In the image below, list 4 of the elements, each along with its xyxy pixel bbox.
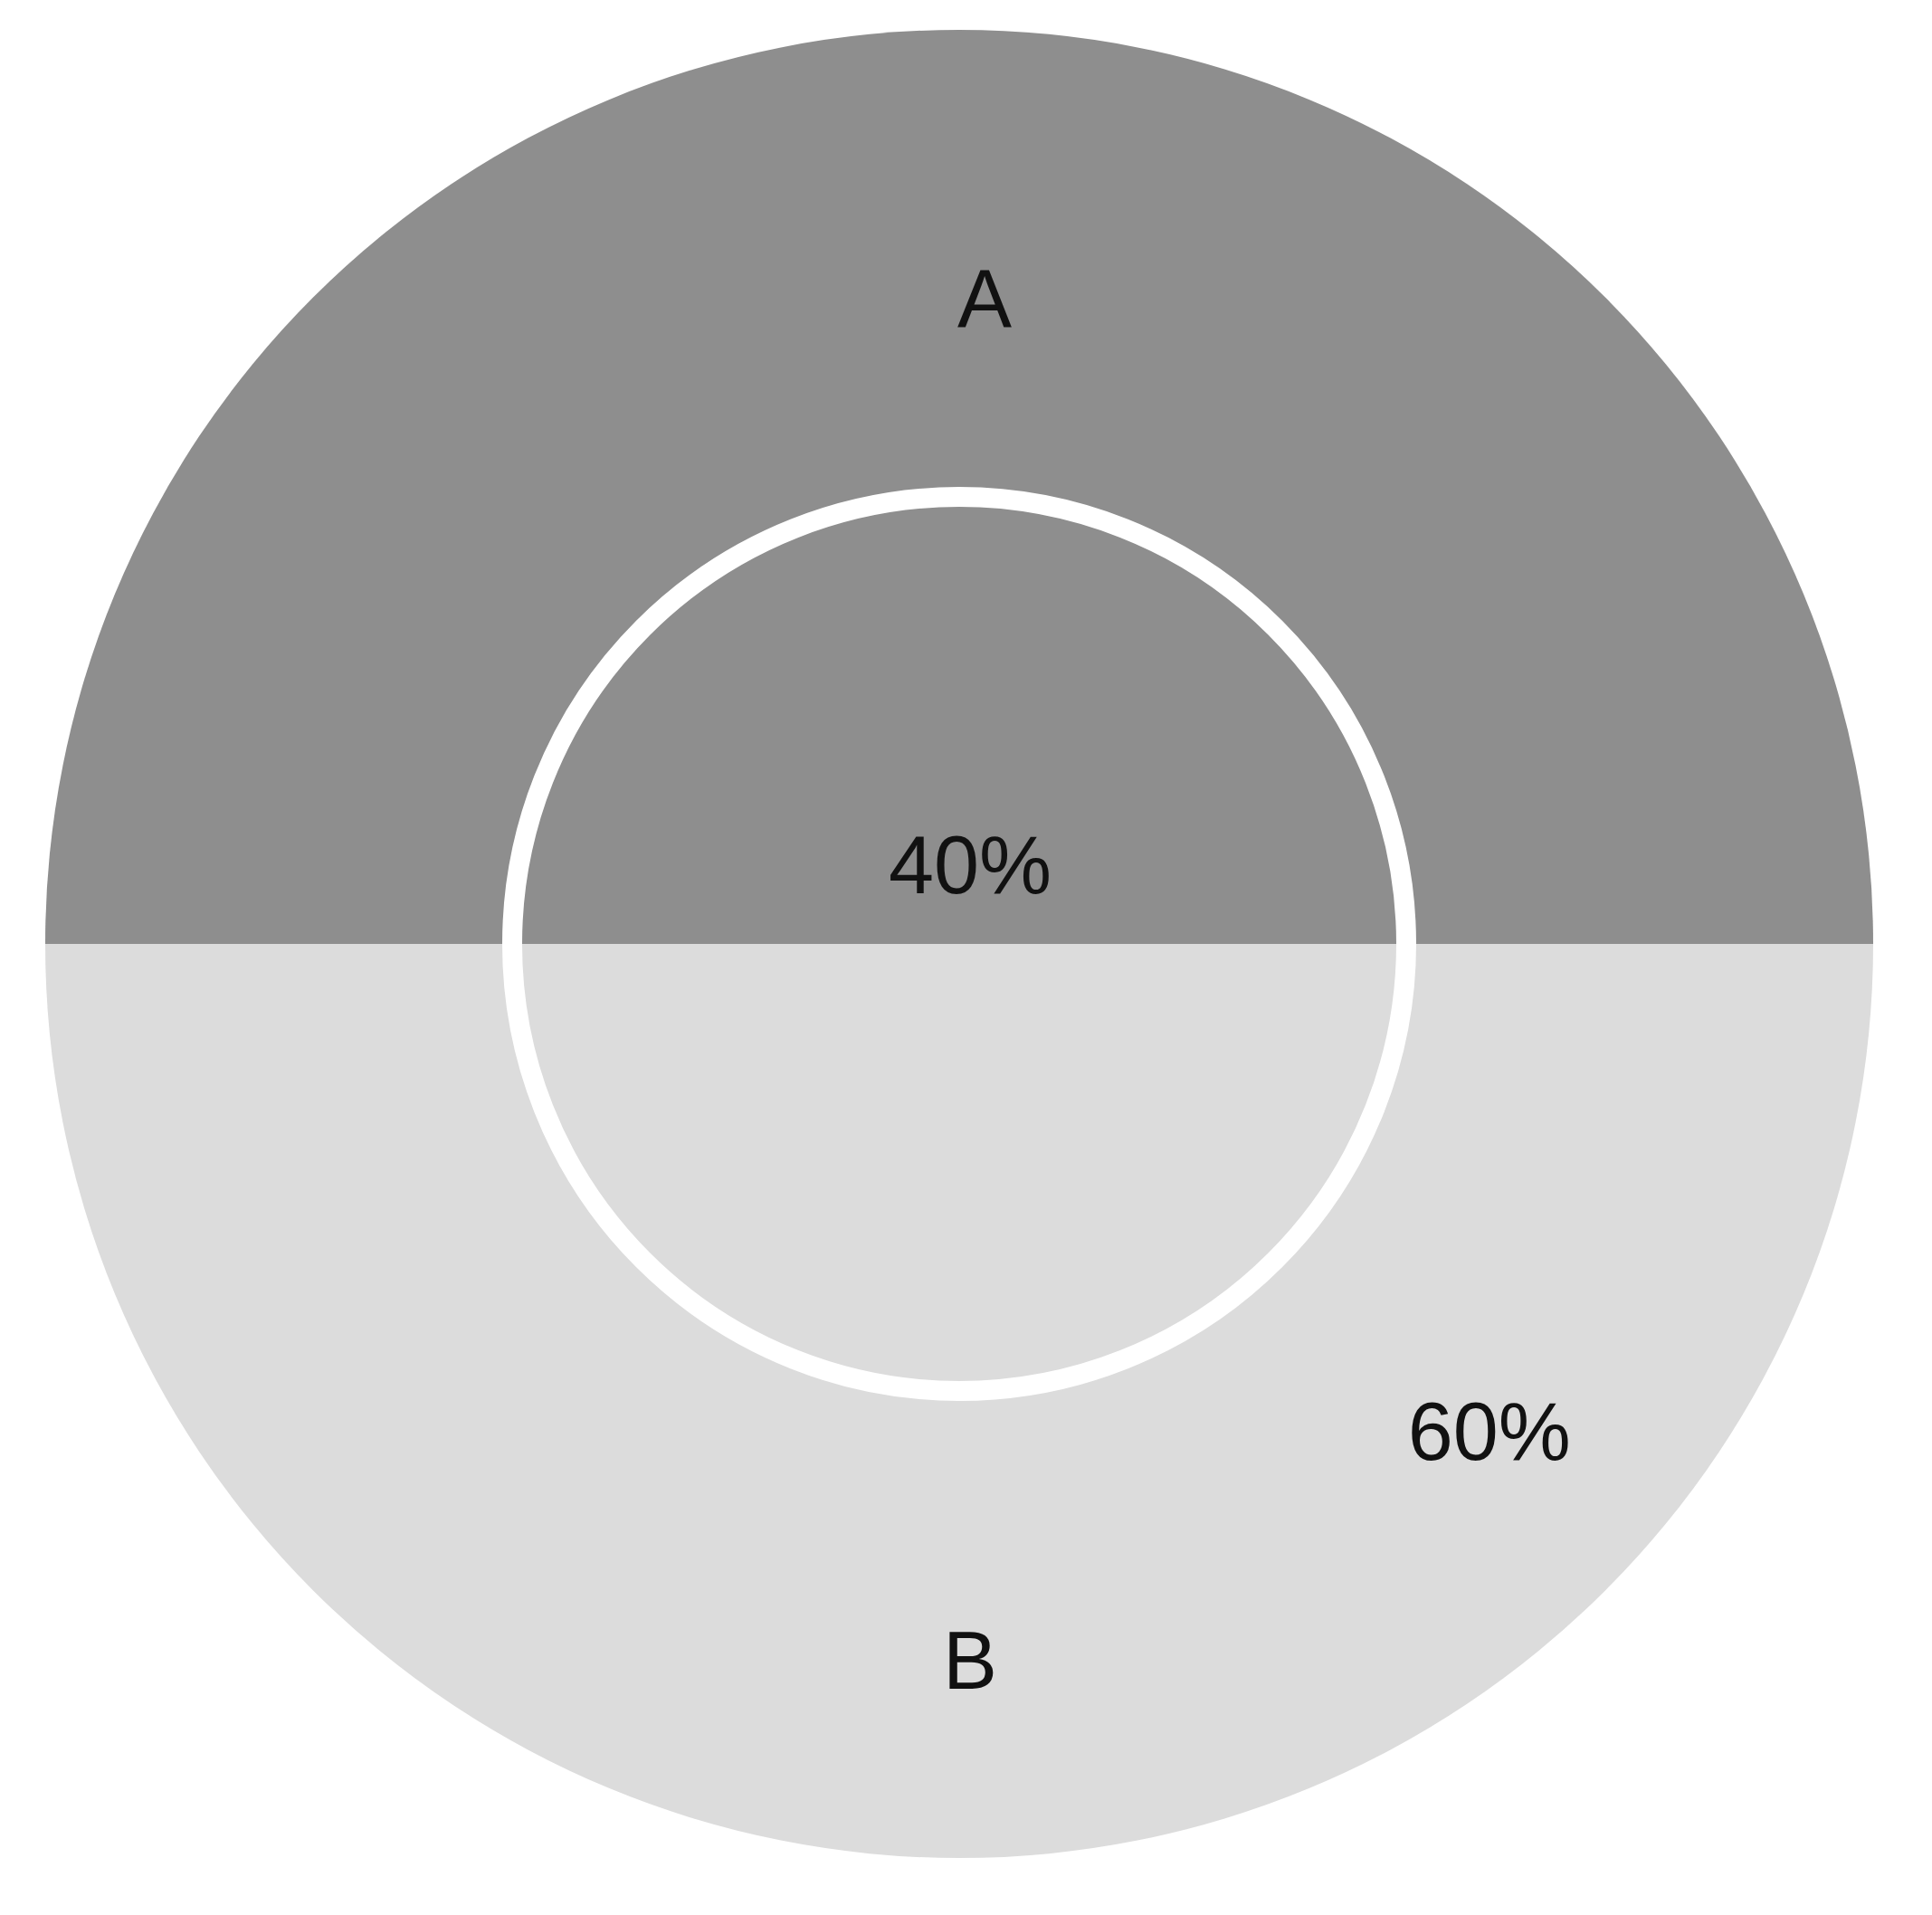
category-label: A <box>956 252 1013 344</box>
data-label: 40% <box>888 820 1052 911</box>
category-label: B <box>942 1615 998 1706</box>
data-label: 60% <box>1407 1386 1571 1478</box>
